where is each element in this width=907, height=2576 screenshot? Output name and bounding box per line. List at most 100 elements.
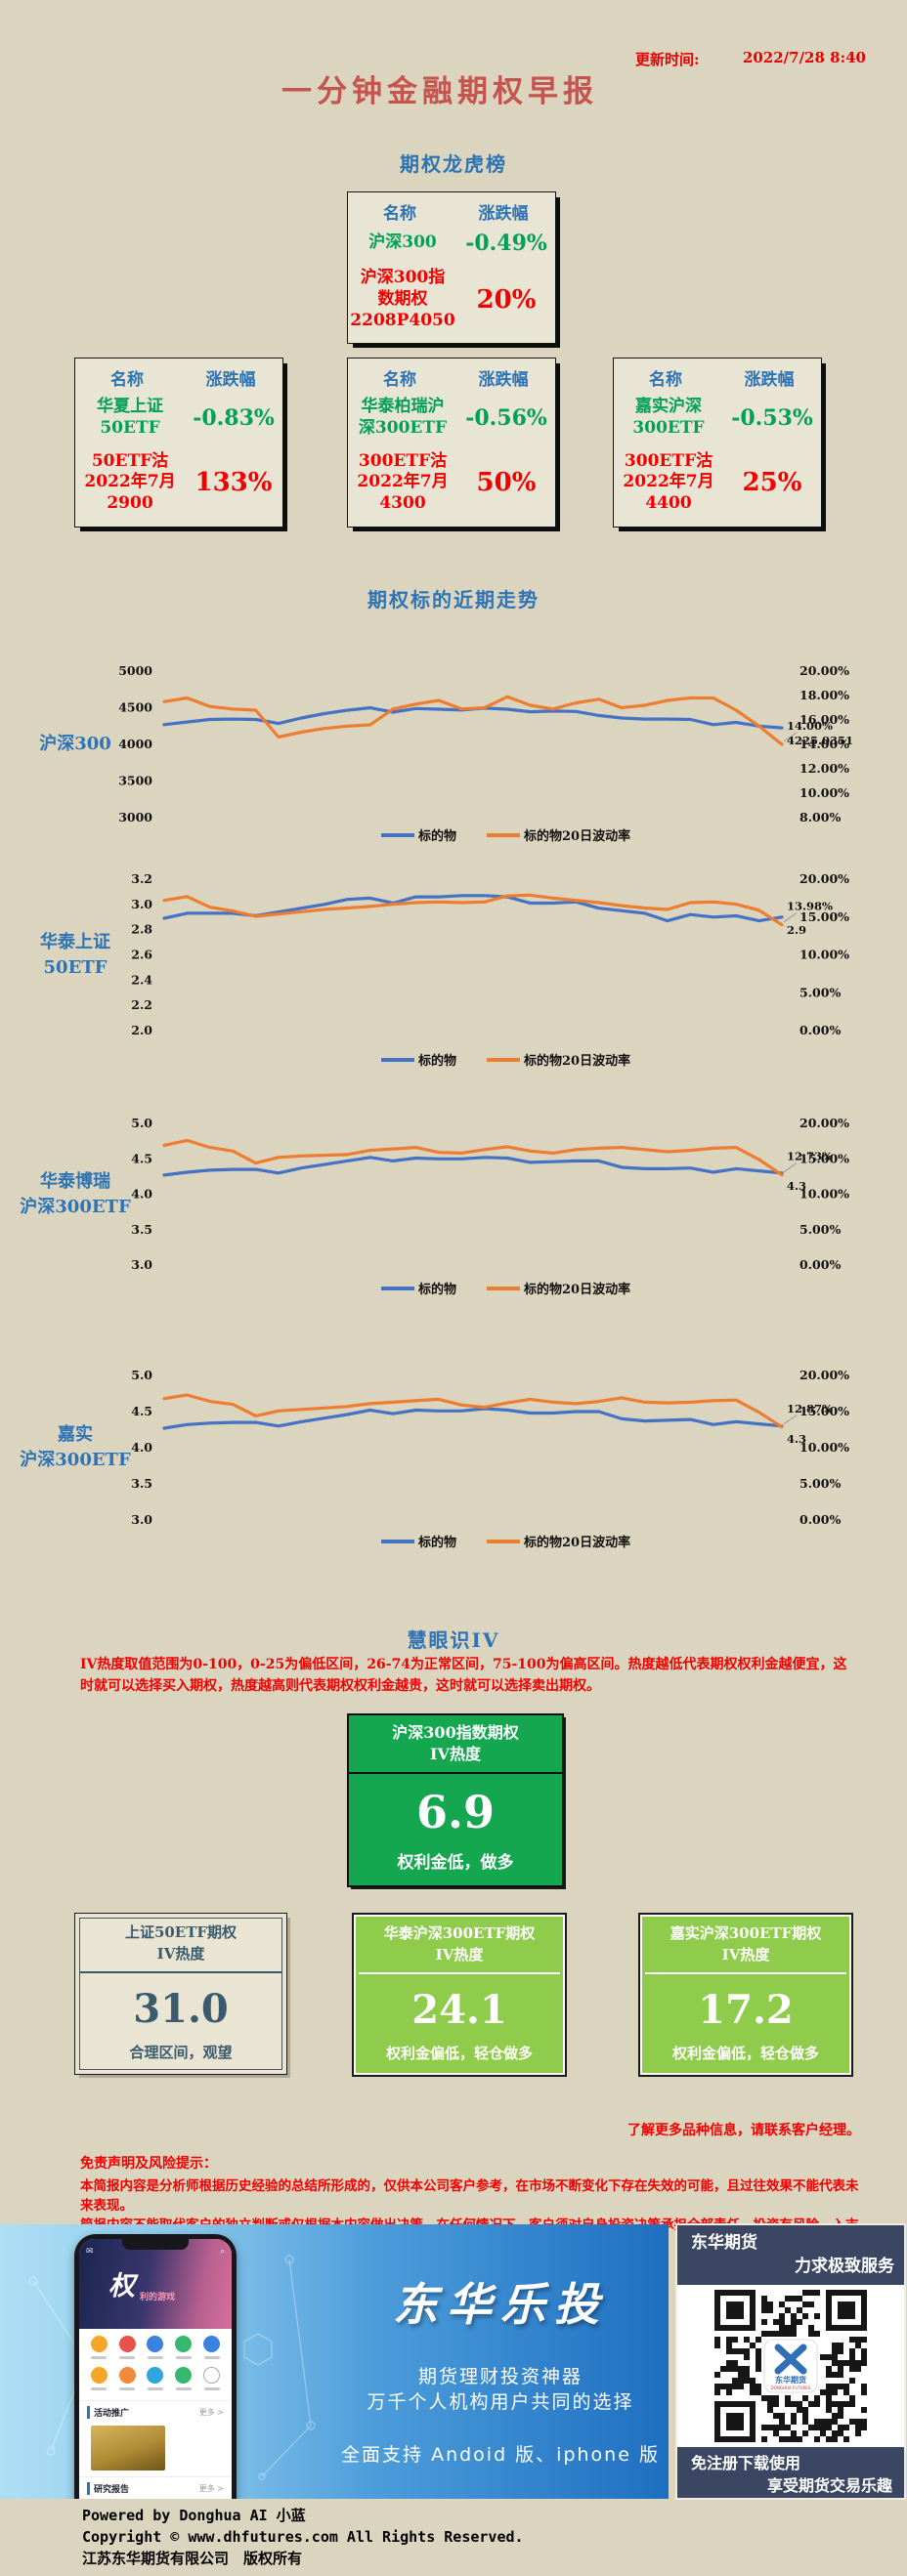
svg-text:2.9: 2.9 (787, 923, 806, 937)
svg-text:4.5: 4.5 (131, 1151, 152, 1165)
option-row: 300ETF沽 2022年7月 4400 25% (614, 443, 821, 527)
option-change: 50% (476, 468, 537, 498)
icon-label (203, 2387, 220, 2390)
svg-text:0.00%: 0.00% (799, 1257, 841, 1272)
underlying-change: -0.83% (193, 404, 275, 431)
app-icon (113, 2336, 142, 2359)
iv-card: 上证50ETF期权 IV热度 31.0 合理区间，观望 (74, 1913, 287, 2075)
icon-label (119, 2356, 136, 2359)
chart-category-label: 沪深300 (39, 734, 111, 754)
section-label: 研究报告 (87, 2482, 129, 2495)
svg-text:2.4: 2.4 (131, 972, 152, 987)
svg-text:3.5: 3.5 (131, 1476, 152, 1491)
banner-platform-support: 全面支持 Andoid 版、iphone 版 (341, 2444, 660, 2466)
svg-text:20.00%: 20.00% (799, 871, 849, 886)
app-icon (197, 2336, 226, 2359)
svg-text:10.00%: 10.00% (799, 785, 849, 800)
iv-note: IV热度取值范围为0-100，0-25为偏低区间，26-74为正常区间，75-1… (80, 1657, 847, 1694)
icon-label (175, 2356, 192, 2359)
svg-text:12.73%: 12.73% (787, 1150, 833, 1163)
phone-screen: ✉ ⌕ 权 利的游戏 (79, 2239, 232, 2499)
chart-ht300etf: 华泰博瑞 沪深300ETF 5.0 4.5 4.0 3.5 3.0 20.00% 15.00… (0, 1094, 907, 1338)
iv-card-title: 嘉实沪深300ETF期权 IV热度 (645, 1915, 846, 1974)
svg-text:2.8: 2.8 (131, 922, 152, 937)
svg-text:3.2: 3.2 (131, 871, 152, 886)
svg-text:13.98%: 13.98% (787, 900, 833, 913)
underlying-name: 华夏上证 50ETF (97, 397, 163, 438)
svg-text:3.0: 3.0 (131, 897, 152, 911)
iv-card-advice: 合理区间，观望 (129, 2043, 233, 2061)
position-icon (175, 2367, 193, 2384)
svg-text:14.00%: 14.00% (799, 737, 849, 751)
update-time: 更新时间: 2022/7/28 8:40 (635, 49, 866, 69)
svg-text:10.00%: 10.00% (799, 1187, 849, 1202)
svg-text:3.0: 3.0 (131, 1512, 152, 1527)
holdings-icon (90, 2367, 108, 2384)
icon-label (175, 2387, 192, 2390)
iv-card-advice: 权利金偏低，轻仓做多 (385, 2044, 533, 2062)
brand-slogan: 力求极致服务 (795, 2257, 894, 2276)
board-header: 名称 涨跌幅 (614, 359, 821, 393)
board-col-change: 涨跌幅 (478, 204, 529, 224)
svg-text:12.87%: 12.87% (787, 1402, 833, 1415)
banner-slogan: 万千个人机构用户共同的选择 (367, 2391, 634, 2413)
iv-card: 嘉实沪深300ETF期权 IV热度 17.2 权利金偏低，轻仓做多 (638, 1913, 853, 2077)
open-account-icon (90, 2336, 108, 2352)
underlying-row: 华夏上证 50ETF -0.83% (75, 393, 282, 443)
footer-powered-by: Powered by Donghua AI 小蓝 (82, 2507, 306, 2524)
section-label: 活动推广 (87, 2406, 129, 2419)
app-icon (142, 2367, 170, 2390)
svg-text:15.00%: 15.00% (799, 909, 849, 924)
iv-card-value: 24.1 (411, 1986, 507, 2033)
icon-label (119, 2387, 136, 2390)
svg-text:15.00%: 15.00% (799, 1151, 849, 1165)
board-header: 名称 涨跌幅 (75, 359, 282, 393)
svg-text:标的物: 标的物 (417, 1282, 456, 1297)
board-col-change: 涨跌幅 (205, 370, 256, 390)
promo-banner: ✉ ⌕ 权 利的游戏 (0, 2223, 907, 2500)
svg-text:10.00%: 10.00% (799, 948, 849, 962)
svg-text:20.00%: 20.00% (799, 1116, 849, 1130)
assistant-icon (203, 2336, 221, 2352)
svg-text:3000: 3000 (118, 810, 152, 824)
chart-js300etf: 嘉实 沪深300ETF 5.0 4.5 4.0 3.5 3.0 20.00% 15.00% 1… (0, 1348, 907, 1592)
option-name: 沪深300指 数期权 2208P4050 (350, 268, 455, 330)
svg-text:5000: 5000 (118, 663, 152, 678)
svg-text:4.3: 4.3 (787, 1432, 806, 1446)
svg-text:14.00%: 14.00% (787, 719, 833, 733)
chart-category-label: 华泰博瑞 沪深300ETF (20, 1171, 131, 1217)
app-title: 东华乐投 (393, 2278, 608, 2331)
leaderboard-card: 名称 涨跌幅 华泰柏瑞沪 深300ETF -0.56% 300ETF沽 2022… (347, 358, 556, 528)
board-col-name: 名称 (383, 204, 416, 224)
board-col-name: 名称 (110, 370, 144, 390)
svg-text:4500: 4500 (118, 700, 152, 715)
board-col-name: 名称 (383, 370, 416, 390)
icon-label (147, 2387, 163, 2390)
svg-text:标的物: 标的物 (417, 1535, 456, 1550)
svg-text:标的物20日波动率: 标的物20日波动率 (523, 1535, 630, 1550)
svg-text:标的物20日波动率: 标的物20日波动率 (523, 828, 630, 844)
icon-label (203, 2356, 220, 2359)
banner-left: ✉ ⌕ 权 利的游戏 (0, 2224, 669, 2499)
option-name: 50ETF沽 2022年7月 2900 (84, 450, 176, 514)
svg-text:0.00%: 0.00% (799, 1023, 841, 1037)
icon-label (91, 2387, 108, 2390)
board-header: 名称 涨跌幅 (348, 192, 555, 227)
svg-text:0.00%: 0.00% (799, 1512, 841, 1527)
download-cta: 免注册下载使用 享受期货交易乐趣 (677, 2447, 904, 2505)
leaderboard-card: 名称 涨跌幅 嘉实沪深 300ETF -0.53% 300ETF沽 2022年7… (613, 358, 822, 528)
icon-label (147, 2356, 163, 2359)
svg-text:16.00%: 16.00% (799, 712, 849, 727)
line-chart: 5000450040003500300020.00%18.00%16.00%14… (118, 663, 853, 844)
video-icon (118, 2367, 136, 2384)
page-footer: Powered by Donghua AI 小蓝 Copyright © www… (82, 2505, 524, 2569)
iv-heading: 慧眼识IV (407, 1628, 500, 1652)
svg-text:3.5: 3.5 (131, 1222, 152, 1237)
banner-right: 东华期货 力求极致服务 东华期货 DONGHUA FUTURES 免注册下载使用 … (675, 2223, 906, 2500)
underlying-name: 沪深300 (368, 232, 437, 253)
app-icon-grid (79, 2329, 232, 2400)
underlying-row: 沪深300 -0.49% (348, 227, 555, 260)
svg-text:DONGHUA FUTURES: DONGHUA FUTURES (771, 2386, 811, 2390)
chart-hs300: 沪深300 5000 4500 4000 3500 3000 20.00% 18.00% 16… (0, 625, 907, 869)
